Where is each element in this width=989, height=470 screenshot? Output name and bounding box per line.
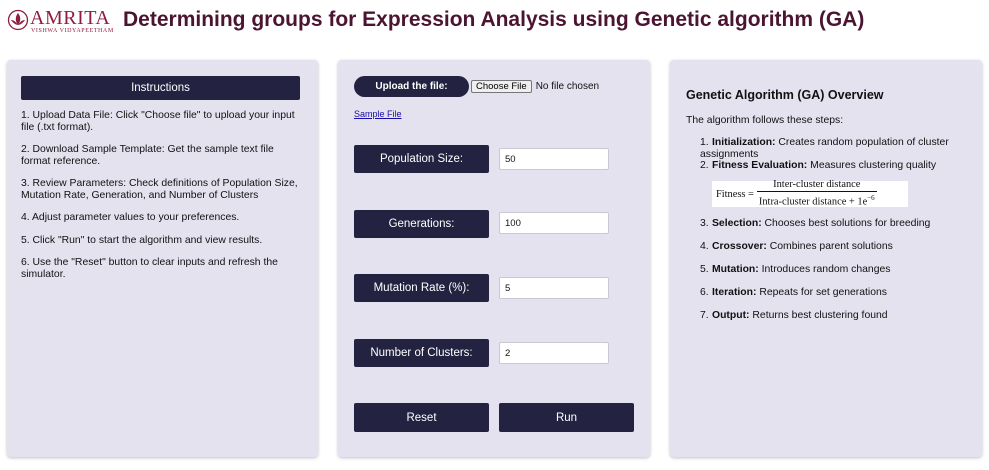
instruction-item: 2. Download Sample Template: Get the sam… bbox=[21, 144, 274, 167]
overview-step: 5. Mutation: Introduces random changes bbox=[700, 264, 891, 275]
formula-denominator: Intra-cluster distance + 1e−6 bbox=[756, 191, 877, 208]
instructions-heading: Instructions bbox=[21, 76, 300, 100]
choose-file-button[interactable]: Choose File bbox=[471, 80, 532, 93]
overview-step: 2. Fitness Evaluation: Measures clusterin… bbox=[700, 160, 937, 171]
instructions-list: 1. Upload Data File: Click "Choose file"… bbox=[21, 110, 305, 291]
overview-panel: Genetic Algorithm (GA) Overview The algo… bbox=[670, 60, 982, 457]
population-size-label: Population Size: bbox=[354, 145, 489, 173]
overview-step: 4. Crossover: Combines parent solutions bbox=[700, 241, 893, 252]
instruction-item: 4. Adjust parameter values to your prefe… bbox=[21, 212, 240, 223]
number-of-clusters-input[interactable]: 2 bbox=[499, 342, 609, 364]
instruction-item: 3. Review Parameters: Check definitions … bbox=[21, 178, 298, 201]
instructions-panel: Instructions 1. Upload Data File: Click … bbox=[7, 60, 318, 457]
overview-step: 1. Initialization: Creates random populat… bbox=[700, 137, 949, 160]
generations-label: Generations: bbox=[354, 210, 489, 238]
formula-exponent: −6 bbox=[867, 194, 875, 203]
mutation-rate-label: Mutation Rate (%): bbox=[354, 274, 489, 302]
formula-numerator: Inter-cluster distance bbox=[773, 179, 861, 191]
page-title: Determining groups for Expression Analys… bbox=[123, 8, 865, 31]
generations-input[interactable]: 100 bbox=[499, 212, 609, 234]
overview-step: 7. Output: Returns best clustering found bbox=[700, 310, 888, 321]
amrita-logo: AMRITA VISHWA VIDYAPEETHAM bbox=[7, 7, 114, 34]
overview-intro: The algorithm follows these steps: bbox=[686, 115, 844, 126]
logo-text: AMRITA bbox=[30, 7, 111, 29]
overview-title: Genetic Algorithm (GA) Overview bbox=[686, 88, 884, 102]
formula-label: Fitness = bbox=[716, 188, 754, 200]
overview-step: 3. Selection: Chooses best solutions for … bbox=[700, 218, 931, 229]
logo-subtext: VISHWA VIDYAPEETHAM bbox=[31, 28, 114, 34]
population-size-input[interactable]: 50 bbox=[499, 148, 609, 170]
header: AMRITA VISHWA VIDYAPEETHAM Determining g… bbox=[0, 0, 989, 44]
mutation-rate-input[interactable]: 5 bbox=[499, 277, 609, 299]
instruction-item: 1. Upload Data File: Click "Choose file"… bbox=[21, 110, 295, 133]
upload-file-label[interactable]: Upload the file: bbox=[354, 76, 469, 97]
run-button[interactable]: Run bbox=[499, 403, 634, 432]
file-status: No file chosen bbox=[535, 81, 600, 92]
sample-file-link[interactable]: Sample File bbox=[354, 109, 402, 119]
reset-button[interactable]: Reset bbox=[354, 403, 489, 432]
overview-step: 6. Iteration: Repeats for set generations bbox=[700, 287, 887, 298]
parameters-panel: Upload the file: Choose File No file cho… bbox=[338, 60, 650, 457]
lotus-logo-icon bbox=[7, 9, 29, 31]
number-of-clusters-label: Number of Clusters: bbox=[354, 339, 489, 367]
file-input: Choose File No file chosen bbox=[471, 80, 599, 93]
instruction-item: 6. Use the "Reset" button to clear input… bbox=[21, 257, 278, 280]
fitness-formula: Fitness = Inter-cluster distance Intra-c… bbox=[712, 179, 908, 208]
formula-fraction: Inter-cluster distance Intra-cluster dis… bbox=[756, 179, 877, 208]
instruction-item: 5. Click "Run" to start the algorithm an… bbox=[21, 234, 263, 246]
